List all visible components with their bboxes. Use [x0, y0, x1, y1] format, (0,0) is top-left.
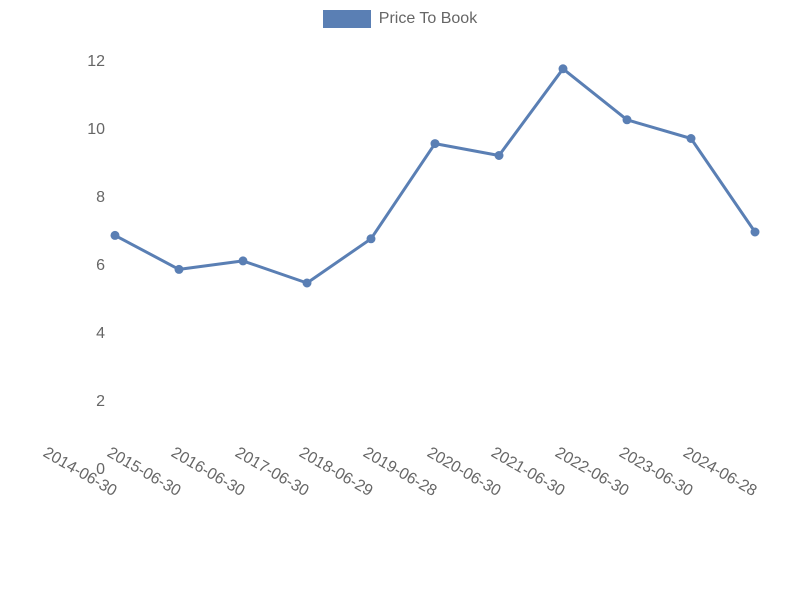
data-point: [687, 135, 695, 143]
y-tick-label: 10: [87, 121, 105, 139]
data-point: [175, 265, 183, 273]
y-tick-label: 2: [96, 393, 105, 411]
data-point: [431, 140, 439, 148]
data-point: [751, 228, 759, 236]
data-point: [367, 235, 375, 243]
data-point: [303, 279, 311, 287]
y-tick-label: 12: [87, 53, 105, 71]
chart-svg: [0, 0, 800, 600]
y-tick-label: 6: [96, 257, 105, 275]
data-point: [495, 152, 503, 160]
data-point: [623, 116, 631, 124]
chart-container: Price To Book 024681012 2014-06-302015-0…: [0, 0, 800, 600]
data-point: [111, 231, 119, 239]
data-point: [239, 257, 247, 265]
series-line: [115, 69, 755, 283]
y-tick-label: 4: [96, 325, 105, 343]
y-tick-label: 8: [96, 189, 105, 207]
data-point: [559, 65, 567, 73]
